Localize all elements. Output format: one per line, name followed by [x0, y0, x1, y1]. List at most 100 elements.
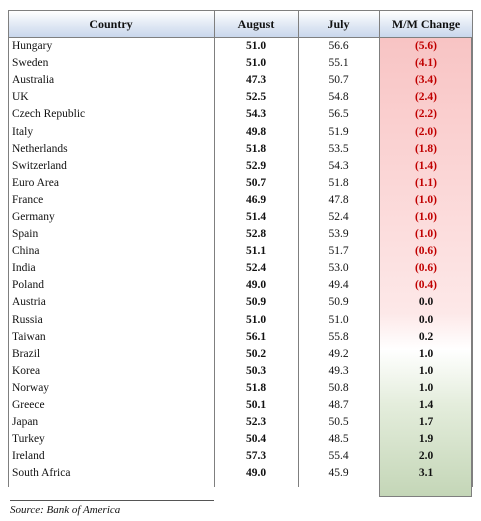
cell-august: 52.4 [245, 262, 267, 275]
table-row: Austria 50.9 50.9 0.0 [8, 294, 473, 311]
cell-july: 47.8 [328, 193, 349, 206]
cell-country: Poland [12, 279, 44, 292]
cell-july: 56.5 [328, 108, 349, 121]
cell-july: 54.3 [328, 159, 349, 172]
cell-country: Japan [12, 416, 39, 429]
cell-country: Norway [12, 381, 50, 394]
column-divider [379, 10, 380, 487]
cell-august: 57.3 [245, 450, 267, 463]
cell-july: 54.8 [328, 91, 349, 104]
cell-mm-change: (2.2) [414, 108, 438, 121]
table-row: China 51.1 51.7 (0.6) [8, 243, 473, 260]
cell-country: Germany [12, 210, 55, 223]
cell-august: 50.3 [245, 364, 267, 377]
table-row: Poland 49.0 49.4 (0.4) [8, 277, 473, 294]
source-divider [10, 500, 214, 501]
cell-mm-change: 3.1 [418, 467, 434, 480]
table-row: Euro Area 50.7 51.8 (1.1) [8, 175, 473, 192]
cell-august: 56.1 [245, 330, 267, 343]
cell-august: 51.0 [245, 40, 267, 53]
cell-mm-change: (3.4) [414, 74, 438, 87]
cell-country: Taiwan [12, 330, 46, 343]
cell-august: 49.0 [245, 467, 267, 480]
pmi-table-container: Country August July M/M Change Hungary 51… [8, 10, 473, 497]
cell-mm-change: 2.0 [418, 450, 434, 463]
cell-mm-change: 0.0 [418, 313, 434, 326]
cell-mm-change: (5.6) [414, 40, 438, 53]
table-row: Italy 49.8 51.9 (2.0) [8, 123, 473, 140]
cell-july: 53.0 [328, 262, 349, 275]
table-row: Netherlands 51.8 53.5 (1.8) [8, 141, 473, 158]
cell-mm-change: (0.6) [414, 245, 438, 258]
column-divider [214, 10, 215, 487]
cell-august: 51.1 [245, 245, 267, 258]
cell-july: 50.8 [328, 381, 349, 394]
cell-august: 47.3 [245, 74, 267, 87]
cell-mm-change: 1.0 [418, 381, 434, 394]
cell-country: India [12, 262, 36, 275]
cell-august: 50.1 [245, 399, 267, 412]
cell-country: Korea [12, 364, 41, 377]
cell-july: 52.4 [328, 210, 349, 223]
cell-mm-change: 1.0 [418, 347, 434, 360]
cell-july: 45.9 [328, 467, 349, 480]
cell-august: 50.7 [245, 176, 267, 189]
header-july: July [327, 16, 350, 31]
cell-august: 54.3 [245, 108, 267, 121]
table-row: Taiwan 56.1 55.8 0.2 [8, 329, 473, 346]
cell-country: UK [12, 91, 29, 104]
table-border-right [472, 10, 473, 487]
table-row: Japan 52.3 50.5 1.7 [8, 414, 473, 431]
cell-july: 56.6 [328, 40, 349, 53]
cell-country: Hungary [12, 40, 53, 53]
cell-july: 50.7 [328, 74, 349, 87]
cell-country: Greece [12, 399, 45, 412]
cell-august: 51.4 [245, 210, 267, 223]
cell-august: 50.2 [245, 347, 267, 360]
cell-mm-change: (0.4) [414, 279, 438, 292]
cell-july: 51.0 [328, 313, 349, 326]
table-row: Ireland 57.3 55.4 2.0 [8, 448, 473, 465]
cell-mm-change: (1.4) [414, 159, 438, 172]
header-row: Country August July M/M Change [8, 10, 473, 38]
cell-july: 53.9 [328, 228, 349, 241]
table-row: Turkey 50.4 48.5 1.9 [8, 431, 473, 448]
table-row: India 52.4 53.0 (0.6) [8, 260, 473, 277]
cell-july: 49.4 [328, 279, 349, 292]
cell-country: Russia [12, 313, 43, 326]
mm-change-heatmap-column [379, 38, 472, 497]
cell-mm-change: 1.7 [418, 416, 434, 429]
table-header-background [8, 10, 473, 38]
table-row: UK 52.5 54.8 (2.4) [8, 89, 473, 106]
header-mm-change: M/M Change [391, 16, 461, 31]
cell-july: 50.9 [328, 296, 349, 309]
cell-country: Czech Republic [12, 108, 86, 121]
pmi-table: Country August July M/M Change Hungary 51… [8, 10, 473, 482]
cell-country: Italy [12, 125, 34, 138]
cell-country: Netherlands [12, 142, 68, 155]
cell-mm-change: 1.0 [418, 364, 434, 377]
cell-august: 52.9 [245, 159, 267, 172]
cell-mm-change: (0.6) [414, 262, 438, 275]
cell-country: Spain [12, 228, 39, 241]
header-country: Country [89, 16, 133, 31]
cell-july: 55.1 [328, 57, 349, 70]
cell-country: Switzerland [12, 159, 67, 172]
cell-mm-change: (1.0) [414, 210, 438, 223]
cell-mm-change: 1.9 [418, 433, 434, 446]
cell-july: 55.8 [328, 330, 349, 343]
cell-country: Austria [12, 296, 46, 309]
cell-mm-change: 0.0 [418, 296, 434, 309]
table-row: Czech Republic 54.3 56.5 (2.2) [8, 106, 473, 123]
cell-country: France [12, 193, 44, 206]
table-body: Hungary 51.0 56.6 (5.6) Sweden 51.0 55.1 (4.1) A… [8, 38, 473, 482]
cell-mm-change: (4.1) [414, 57, 438, 70]
table-row: Brazil 50.2 49.2 1.0 [8, 346, 473, 363]
cell-august: 51.0 [245, 313, 267, 326]
table-row: Australia 47.3 50.7 (3.4) [8, 72, 473, 89]
cell-july: 51.7 [328, 245, 349, 258]
cell-country: Sweden [12, 57, 49, 70]
cell-august: 50.4 [245, 433, 267, 446]
cell-august: 52.8 [245, 228, 267, 241]
cell-august: 51.8 [245, 381, 267, 394]
